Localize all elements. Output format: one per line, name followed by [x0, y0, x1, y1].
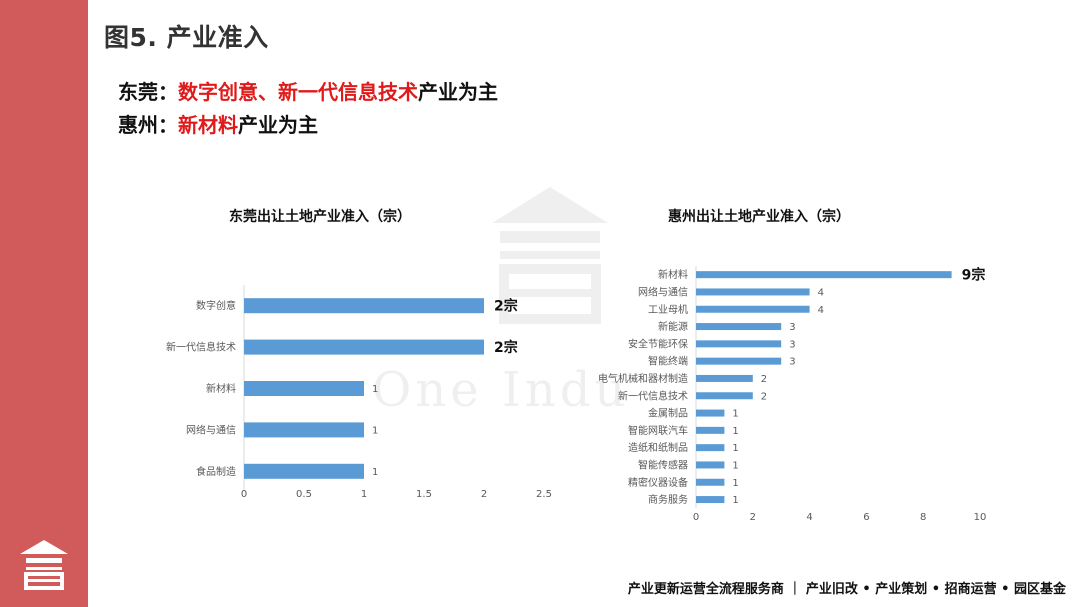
category-label: 商务服务	[648, 493, 688, 506]
x-tick-label: 2	[481, 489, 487, 500]
intro-suffix: 产业为主	[238, 113, 318, 137]
category-label: 智能传感器	[638, 458, 688, 471]
page-title: 图5. 产业准入	[104, 23, 269, 52]
bar	[696, 288, 810, 296]
x-tick-label: 1	[361, 489, 367, 500]
data-label: 1	[372, 467, 378, 478]
data-label: 1	[732, 478, 738, 489]
x-tick-label: 2.5	[536, 489, 552, 500]
category-label: 安全节能环保	[628, 337, 688, 350]
bar	[244, 381, 364, 396]
x-tick-label: 10	[974, 512, 987, 523]
x-tick-label: 6	[863, 512, 869, 523]
data-label: 1	[372, 384, 378, 395]
bar	[244, 298, 484, 314]
data-label: 9宗	[962, 267, 986, 284]
category-label: 金属制品	[648, 407, 688, 420]
category-label: 数字创意	[196, 299, 236, 312]
x-tick-label: 2	[750, 512, 756, 523]
bar	[696, 340, 782, 348]
bar	[244, 463, 364, 479]
x-tick-label: 0	[693, 512, 699, 523]
data-label: 2宗	[494, 298, 518, 315]
x-tick-label: 0	[241, 489, 247, 500]
data-label: 1	[732, 443, 738, 454]
data-label: 1	[732, 460, 738, 471]
data-label: 1	[732, 409, 738, 420]
company-logo-icon	[20, 540, 68, 590]
category-label: 工业母机	[648, 303, 688, 316]
category-label: 智能网联汽车	[628, 424, 688, 437]
bar	[696, 305, 810, 313]
x-tick-label: 1.5	[416, 489, 432, 500]
bar	[696, 409, 725, 417]
category-label: 新材料	[658, 268, 688, 281]
data-label: 1	[732, 495, 738, 506]
category-label: 网络与通信	[186, 423, 236, 436]
watermark-logo-icon	[492, 187, 608, 324]
intro-highlight: 新材料	[178, 113, 238, 137]
category-label: 新材料	[206, 382, 236, 395]
data-label: 1	[732, 426, 738, 437]
category-label: 新能源	[658, 320, 688, 333]
data-label: 3	[789, 339, 795, 350]
category-label: 食品制造	[196, 465, 236, 478]
data-label: 2宗	[494, 339, 518, 356]
chart-title-huizhou: 惠州出让土地产业准入（宗）	[668, 209, 850, 225]
data-label: 3	[789, 322, 795, 333]
chart-title-dongguan: 东莞出让土地产业准入（宗）	[229, 209, 411, 225]
category-label: 新一代信息技术	[618, 389, 688, 402]
category-label: 新一代信息技术	[166, 341, 236, 354]
footer-tagline: 产业更新运营全流程服务商 ｜ 产业旧改 • 产业策划 • 招商运营 • 园区基金	[627, 582, 1066, 597]
category-label: 网络与通信	[638, 285, 688, 298]
data-label: 3	[789, 357, 795, 368]
bar	[696, 374, 753, 382]
bar	[696, 323, 782, 331]
intro-prefix: 惠州：	[118, 113, 178, 137]
x-tick-label: 4	[806, 512, 812, 523]
sidebar-band	[0, 0, 88, 607]
bar	[696, 426, 725, 434]
bar	[244, 339, 484, 355]
data-label: 4	[818, 305, 824, 316]
category-label: 电气机械和器材制造	[598, 372, 688, 385]
data-label: 4	[818, 287, 824, 298]
bar	[696, 496, 725, 504]
watermark-text: One Indu	[372, 362, 630, 418]
intro-highlight: 数字创意、新一代信息技术	[178, 80, 418, 104]
x-tick-label: 8	[920, 512, 926, 523]
bar	[696, 444, 725, 452]
x-tick-label: 0.5	[296, 489, 312, 500]
bar	[696, 271, 952, 279]
category-label: 精密仪器设备	[628, 476, 688, 489]
category-label: 智能终端	[648, 355, 688, 368]
bar	[696, 478, 725, 486]
data-label: 1	[372, 425, 378, 436]
bar	[244, 422, 364, 438]
intro-line-dongguan: 东莞：数字创意、新一代信息技术产业为主	[118, 76, 498, 105]
intro-prefix: 东莞：	[118, 80, 178, 104]
category-label: 造纸和纸制品	[628, 441, 688, 454]
data-label: 2	[761, 374, 767, 385]
bar	[696, 461, 725, 469]
intro-suffix: 产业为主	[418, 80, 498, 104]
bar	[696, 357, 782, 365]
data-label: 2	[761, 391, 767, 402]
intro-line-huizhou: 惠州：新材料产业为主	[118, 109, 318, 138]
bar	[696, 392, 753, 400]
